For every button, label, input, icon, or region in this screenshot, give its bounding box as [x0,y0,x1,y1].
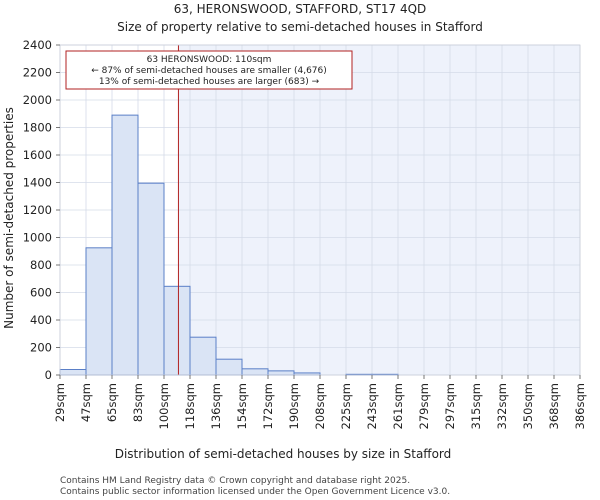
y-tick-label: 600 [30,286,52,300]
x-tick-label: 29sqm [53,383,67,422]
bar-172sqm [267,370,295,376]
x-tick-label: 315sqm [469,383,483,429]
bar-154sqm [241,368,269,376]
x-tick-label: 386sqm [573,383,587,429]
y-tick-label: 2000 [23,93,52,107]
y-tick-label: 1400 [23,176,52,190]
x-tick-label: 118sqm [183,383,197,429]
x-tick-label: 100sqm [157,383,171,429]
chart-subtitle: Size of property relative to semi-detach… [117,20,483,34]
y-axis-label: Number of semi-detached properties [2,107,16,329]
bar-100sqm [163,285,191,376]
plot-area [59,44,581,376]
annotation-line-3: 13% of semi-detached houses are larger (… [99,77,320,87]
y-tick-label: 2400 [23,38,52,52]
x-tick-label: 154sqm [235,383,249,429]
x-tick-label: 136sqm [209,383,223,429]
y-tick-label: 1600 [23,148,52,162]
x-tick-label: 190sqm [287,383,301,429]
x-axis-label: Distribution of semi-detached houses by … [115,447,452,461]
x-tick-label: 83sqm [131,383,145,422]
y-tick-label: 400 [30,313,52,327]
y-axis-ticks: 0 200 400 600 800 1000 1200 1400 1600 1800 2000 220… [23,38,60,382]
x-tick-label: 332sqm [495,383,509,429]
y-tick-label: 2200 [23,66,52,80]
annotation-line-1: 63 HERONSWOOD: 110sqm [147,55,272,65]
x-axis-ticks: 29sqm 47sqm 65sqm 83sqm 100sqm 118sqm 136sqm 15… [53,375,587,429]
bars [59,114,399,376]
y-tick-label: 200 [30,341,52,355]
bar-83sqm [137,182,165,376]
x-tick-label: 172sqm [261,383,275,429]
bar-136sqm [215,358,243,376]
x-tick-label: 279sqm [417,383,431,429]
y-tick-label: 1200 [23,203,52,217]
x-tick-label: 47sqm [79,383,93,422]
x-tick-label: 208sqm [313,383,327,429]
x-tick-label: 243sqm [365,383,379,429]
chart-title: 63, HERONSWOOD, STAFFORD, ST17 4QD [174,2,427,16]
x-tick-label: 225sqm [339,383,353,429]
bar-47sqm [85,247,113,376]
x-tick-label: 297sqm [443,383,457,429]
bar-29sqm [59,369,87,376]
annotation-box: 63 HERONSWOOD: 110sqm ← 87% of semi-deta… [65,50,353,90]
footer-line-1: Contains HM Land Registry data © Crown c… [60,476,410,486]
x-tick-label: 368sqm [547,383,561,429]
annotation-border [65,50,353,90]
x-tick-label: 65sqm [105,383,119,422]
x-tick-label: 350sqm [521,383,535,429]
y-tick-label: 0 [45,368,52,382]
bar-118sqm [189,336,217,376]
bar-65sqm [111,114,139,376]
footer-line-2: Contains public sector information licen… [60,487,450,497]
y-tick-label: 800 [30,258,52,272]
annotation-line-2: ← 87% of semi-detached houses are smalle… [91,66,327,76]
x-tick-label: 261sqm [391,383,405,429]
y-tick-label: 1800 [23,121,52,135]
y-tick-label: 1000 [23,231,52,245]
